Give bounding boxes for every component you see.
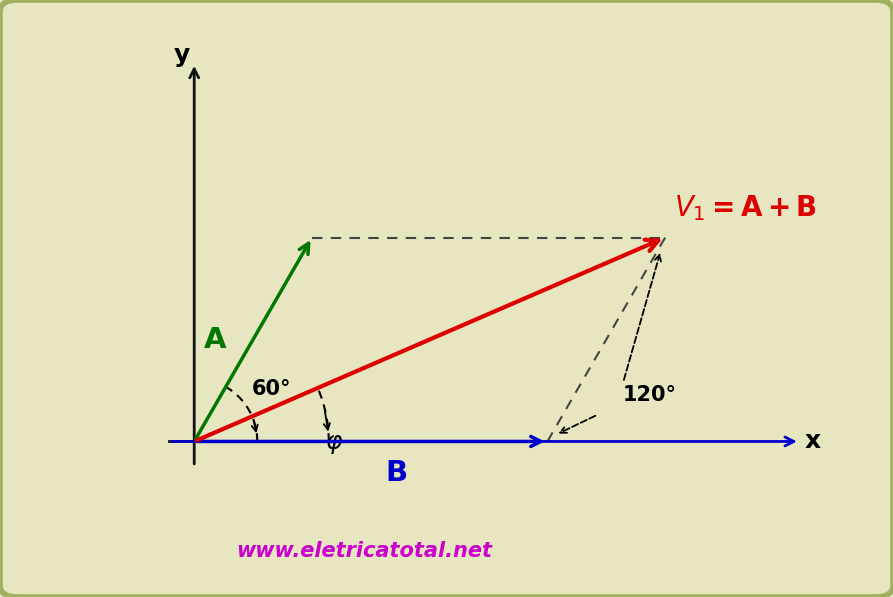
Text: x: x — [805, 429, 821, 454]
Text: $\mathit{V}_1$$\mathbf{ = A+B}$: $\mathit{V}_1$$\mathbf{ = A+B}$ — [673, 193, 816, 223]
Text: $\varphi$: $\varphi$ — [325, 432, 344, 456]
Text: y: y — [173, 42, 189, 67]
Text: A: A — [204, 325, 227, 353]
Text: 120°: 120° — [623, 385, 677, 405]
Text: www.eletricatotal.net: www.eletricatotal.net — [237, 541, 492, 561]
Text: B: B — [385, 460, 407, 487]
Text: 60°: 60° — [252, 379, 291, 399]
